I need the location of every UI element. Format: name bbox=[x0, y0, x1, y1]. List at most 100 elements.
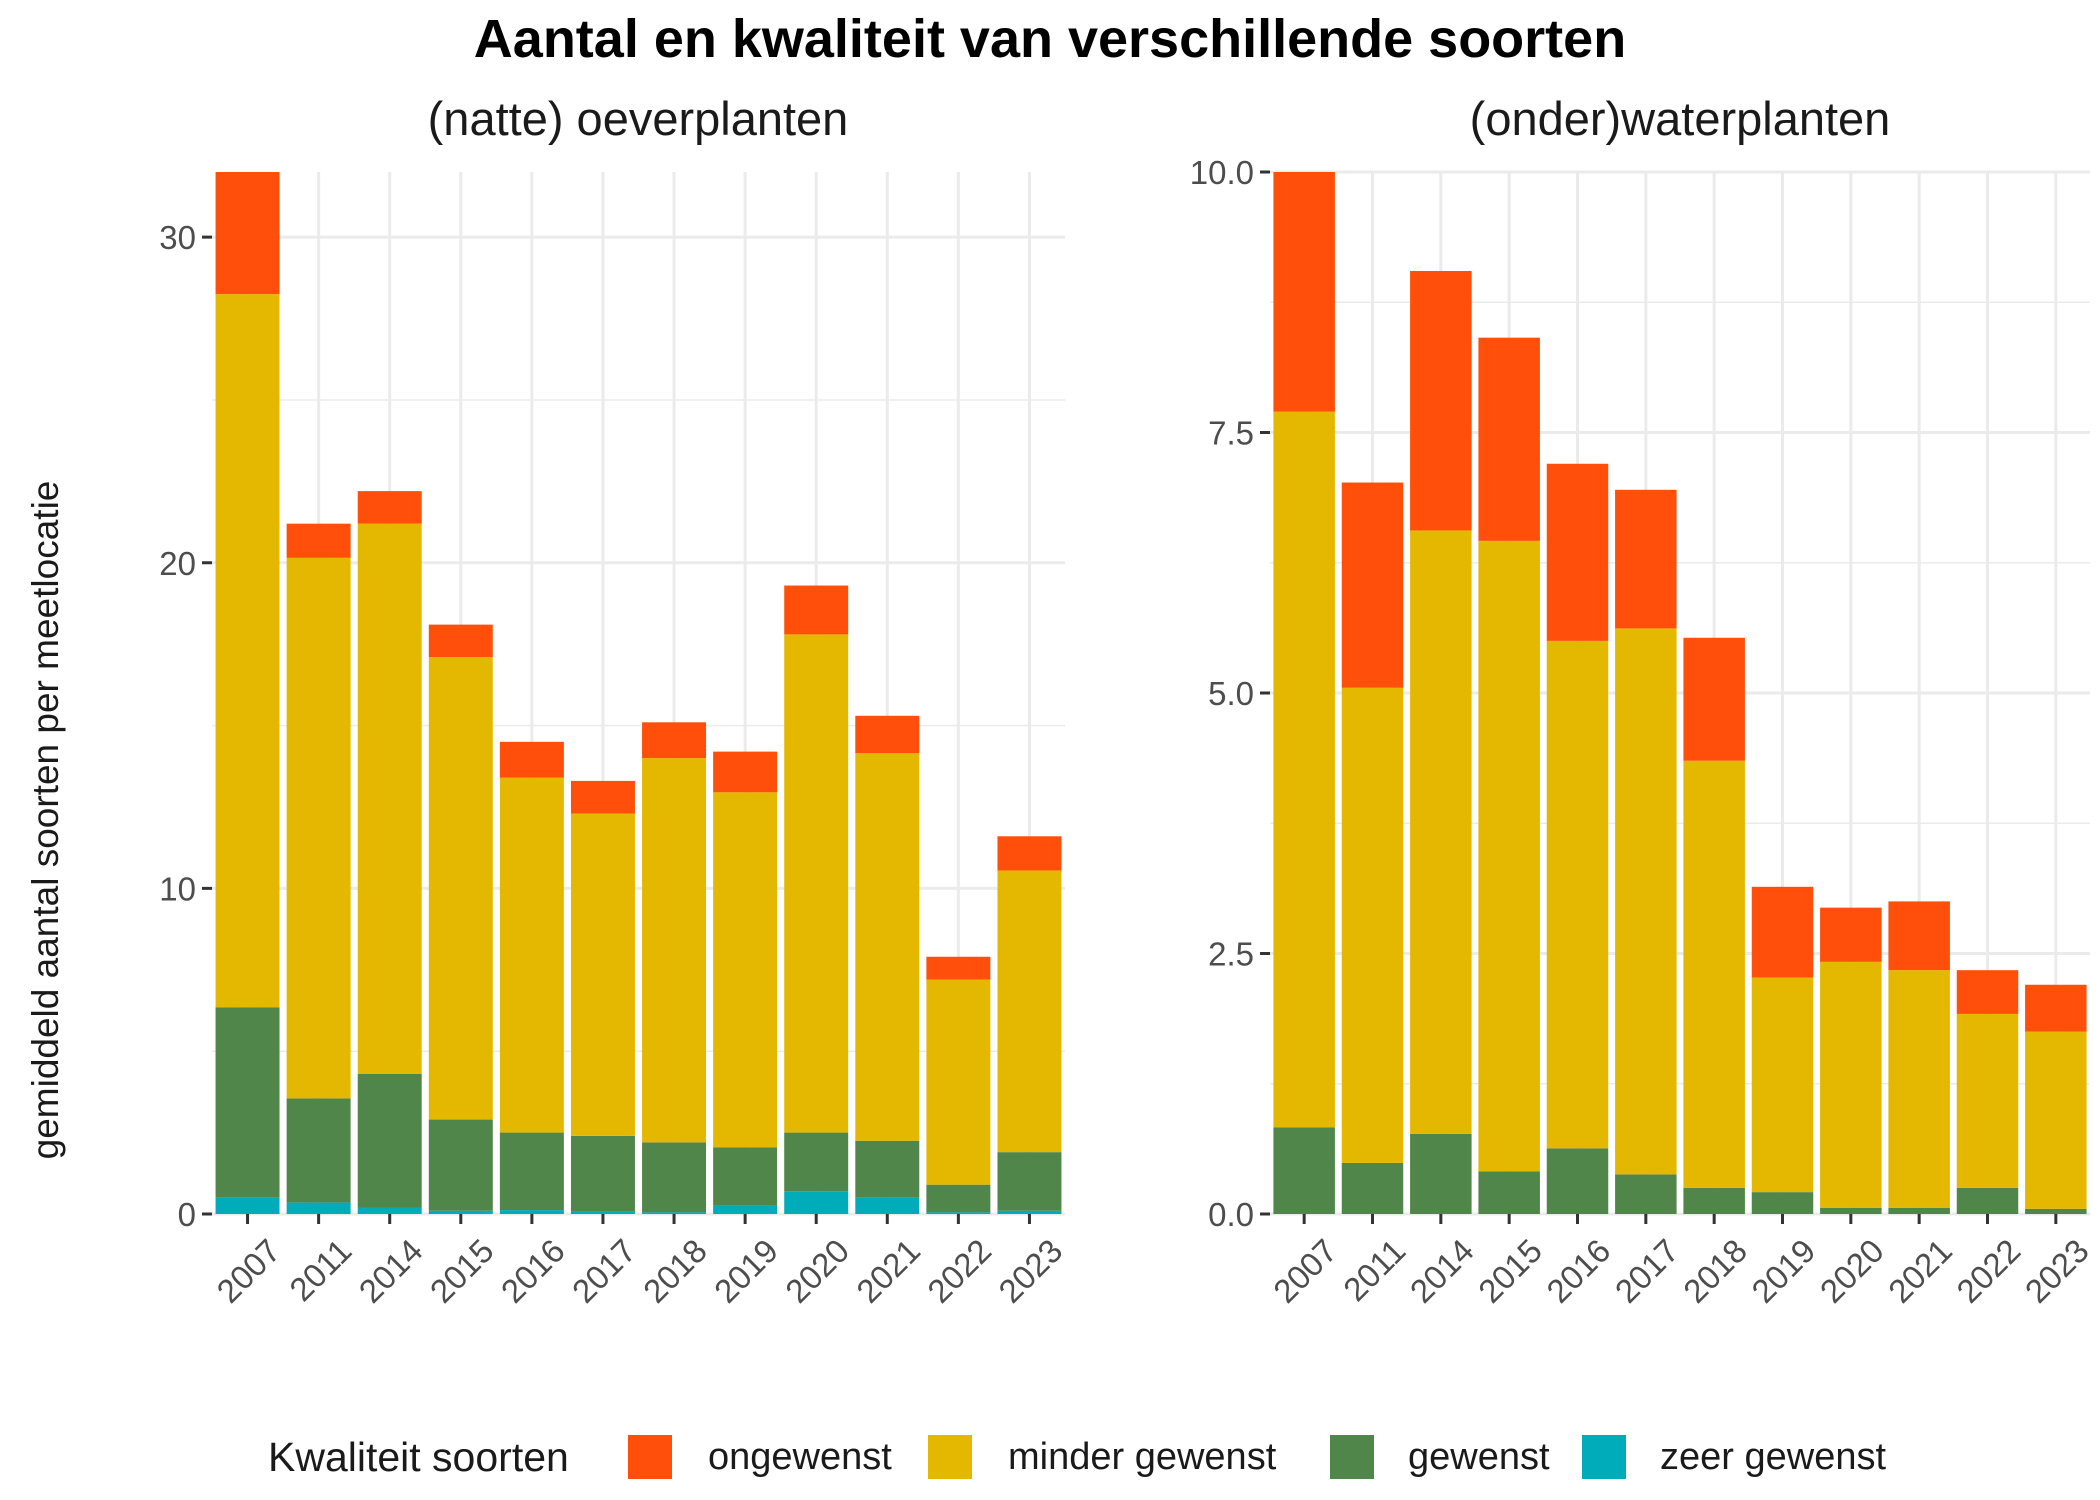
x-tick-label: 2018 bbox=[1676, 1232, 1754, 1310]
bar-segment-zeer-gewenst-2019 bbox=[713, 1205, 778, 1214]
x-tick-label: 2017 bbox=[565, 1232, 643, 1310]
bar-segment-ongewenst-2020 bbox=[1820, 907, 1882, 962]
x-tick-label: 2019 bbox=[707, 1232, 785, 1310]
x-tick-label: 2016 bbox=[494, 1232, 572, 1310]
bar-segment-minder-gewenst-2015 bbox=[1478, 540, 1540, 1172]
x-tick-label: 2018 bbox=[636, 1232, 714, 1310]
bar-segment-gewenst-2017 bbox=[570, 1135, 635, 1212]
x-tick-label: 2019 bbox=[1744, 1232, 1822, 1310]
panel-subtitle: (onder)waterplanten bbox=[1470, 92, 1891, 145]
bar-segment-ongewenst-2016 bbox=[1546, 463, 1609, 641]
bar-segment-gewenst-2023 bbox=[997, 1152, 1062, 1211]
bar-segment-gewenst-2015 bbox=[1478, 1171, 1540, 1214]
bar-segment-ongewenst-2019 bbox=[713, 751, 778, 793]
bar-segment-zeer-gewenst-2007 bbox=[215, 1197, 280, 1214]
bar-segment-minder-gewenst-2021 bbox=[855, 753, 920, 1141]
panel-waterplanten: (onder)waterplanten0.02.55.07.510.020072… bbox=[1190, 92, 2096, 1310]
y-tick-label: 30 bbox=[159, 219, 196, 256]
bar-segment-minder-gewenst-2007 bbox=[1273, 411, 1335, 1128]
bar-segment-minder-gewenst-2017 bbox=[1615, 628, 1677, 1175]
bar-segment-ongewenst-2016 bbox=[499, 741, 564, 778]
bar-segment-gewenst-2017 bbox=[1615, 1174, 1677, 1214]
x-tick-label: 2023 bbox=[2018, 1232, 2096, 1310]
x-tick-label: 2022 bbox=[1949, 1232, 2027, 1310]
bar-segment-gewenst-2021 bbox=[855, 1140, 920, 1198]
bar-segment-ongewenst-2017 bbox=[1615, 489, 1677, 629]
bar-segment-ongewenst-2011 bbox=[286, 523, 351, 558]
bar-segment-ongewenst-2022 bbox=[926, 956, 991, 980]
legend-label-minder-gewenst: minder gewenst bbox=[1008, 1436, 1277, 1478]
bar-segment-ongewenst-2021 bbox=[1888, 901, 1950, 971]
x-tick-label: 2014 bbox=[352, 1232, 430, 1310]
bar-segment-gewenst-2021 bbox=[1888, 1207, 1950, 1214]
bar-segment-zeer-gewenst-2016 bbox=[499, 1210, 564, 1214]
bar-segment-ongewenst-2023 bbox=[2025, 984, 2087, 1032]
bar-segment-ongewenst-2019 bbox=[1751, 886, 1814, 978]
y-tick-label: 10.0 bbox=[1190, 154, 1254, 191]
y-tick-label: 0 bbox=[178, 1196, 196, 1233]
bar-segment-ongewenst-2018 bbox=[642, 722, 707, 759]
bar-segment-gewenst-2018 bbox=[642, 1142, 707, 1213]
y-tick-label: 2.5 bbox=[1208, 936, 1254, 973]
bar-segment-minder-gewenst-2011 bbox=[1341, 687, 1404, 1163]
bar-segment-gewenst-2020 bbox=[1820, 1207, 1882, 1214]
bar-segment-zeer-gewenst-2011 bbox=[286, 1202, 351, 1214]
legend-key-minder-gewenst bbox=[928, 1435, 972, 1479]
bar-segment-ongewenst-2018 bbox=[1683, 637, 1745, 761]
bar-segment-minder-gewenst-2018 bbox=[1683, 760, 1745, 1188]
chart-title: Aantal en kwaliteit van verschillende so… bbox=[473, 9, 1627, 69]
bar-segment-minder-gewenst-2019 bbox=[1751, 977, 1814, 1193]
bar-segment-minder-gewenst-2019 bbox=[713, 792, 778, 1148]
bar-segment-ongewenst-2023 bbox=[997, 836, 1062, 871]
bar-segment-ongewenst-2015 bbox=[1478, 337, 1540, 541]
bar-segment-zeer-gewenst-2020 bbox=[784, 1191, 849, 1214]
x-tick-label: 2021 bbox=[849, 1232, 927, 1310]
bar-segment-minder-gewenst-2018 bbox=[642, 758, 707, 1143]
y-tick-label: 20 bbox=[159, 545, 196, 582]
bar-segment-gewenst-2019 bbox=[1751, 1192, 1814, 1214]
bar-segment-minder-gewenst-2023 bbox=[2025, 1031, 2087, 1209]
bar-segment-ongewenst-2020 bbox=[784, 585, 849, 635]
bar-segment-minder-gewenst-2020 bbox=[784, 634, 849, 1133]
legend-label-gewenst: gewenst bbox=[1408, 1436, 1550, 1478]
legend-key-gewenst bbox=[1330, 1435, 1374, 1479]
x-tick-label: 2021 bbox=[1881, 1232, 1959, 1310]
bar-segment-minder-gewenst-2021 bbox=[1888, 970, 1950, 1208]
bar-segment-minder-gewenst-2020 bbox=[1820, 961, 1882, 1208]
bar-segment-zeer-gewenst-2017 bbox=[570, 1211, 635, 1214]
bar-segment-minder-gewenst-2015 bbox=[428, 657, 493, 1120]
bar-segment-gewenst-2015 bbox=[428, 1119, 493, 1211]
y-tick-label: 7.5 bbox=[1208, 415, 1254, 452]
x-tick-label: 2017 bbox=[1608, 1232, 1686, 1310]
bar-segment-gewenst-2022 bbox=[1956, 1187, 2019, 1214]
bar-segment-minder-gewenst-2022 bbox=[1956, 1013, 2019, 1188]
bar-segment-ongewenst-2011 bbox=[1341, 482, 1404, 688]
x-tick-label: 2016 bbox=[1539, 1232, 1617, 1310]
x-tick-label: 2011 bbox=[282, 1232, 358, 1308]
x-tick-label: 2007 bbox=[1266, 1232, 1344, 1310]
bar-segment-gewenst-2014 bbox=[1410, 1133, 1472, 1214]
bar-segment-gewenst-2007 bbox=[1273, 1127, 1335, 1214]
bar-segment-minder-gewenst-2011 bbox=[286, 557, 351, 1099]
bar-segment-gewenst-2022 bbox=[926, 1184, 991, 1213]
legend-key-ongewenst bbox=[628, 1435, 672, 1479]
panel-oeverplanten: (natte) oeverplanten01020302007201120142… bbox=[159, 92, 1069, 1310]
x-tick-label: 2014 bbox=[1403, 1232, 1481, 1310]
bar-segment-gewenst-2014 bbox=[357, 1073, 422, 1208]
bar-segment-ongewenst-2021 bbox=[855, 715, 920, 754]
bar-segment-ongewenst-2015 bbox=[428, 624, 493, 658]
bar-segment-gewenst-2007 bbox=[215, 1007, 280, 1198]
y-tick-label: 0.0 bbox=[1208, 1196, 1254, 1233]
bar-segment-gewenst-2016 bbox=[499, 1132, 564, 1211]
bar-segment-ongewenst-2007 bbox=[1273, 172, 1335, 412]
bar-segment-zeer-gewenst-2014 bbox=[357, 1207, 422, 1214]
bar-segment-minder-gewenst-2023 bbox=[997, 870, 1062, 1153]
legend-title: Kwaliteit soorten bbox=[268, 1434, 569, 1480]
bar-segment-zeer-gewenst-2021 bbox=[855, 1197, 920, 1214]
x-tick-label: 2022 bbox=[920, 1232, 998, 1310]
bar-segment-ongewenst-2022 bbox=[1956, 970, 2019, 1014]
legend-label-ongewenst: ongewenst bbox=[708, 1436, 892, 1478]
bar-segment-zeer-gewenst-2022 bbox=[926, 1212, 991, 1214]
y-tick-label: 10 bbox=[159, 870, 196, 907]
x-tick-label: 2020 bbox=[778, 1232, 856, 1310]
